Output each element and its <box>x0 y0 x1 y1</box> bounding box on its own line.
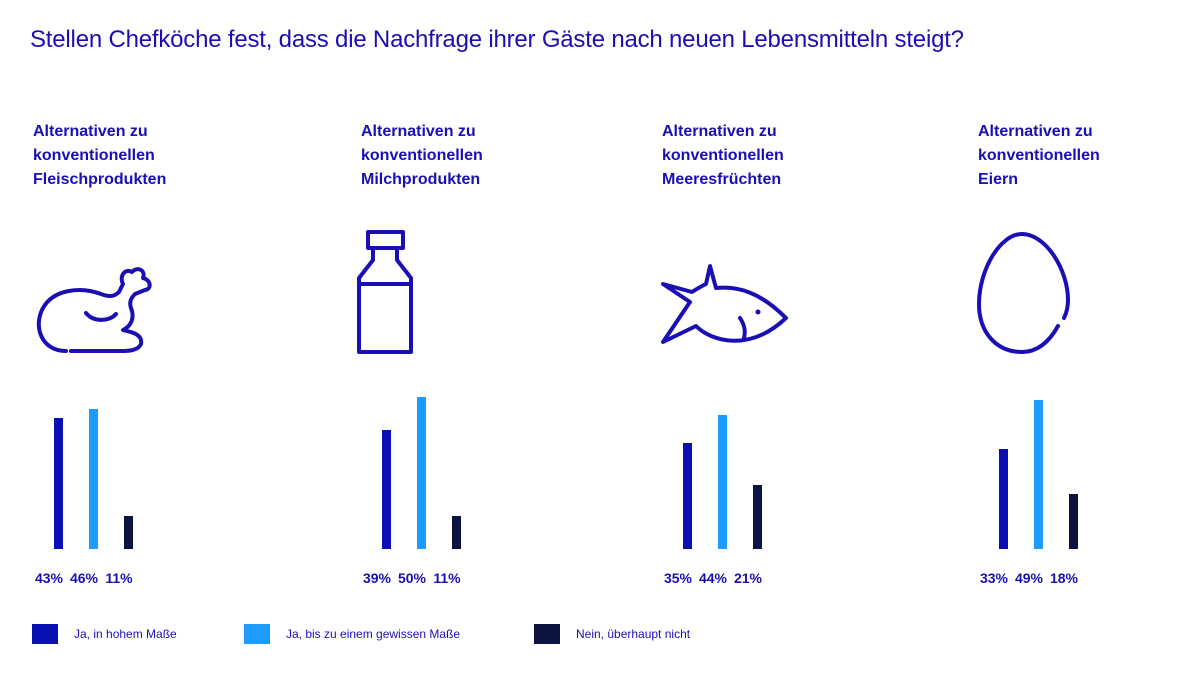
bar-group <box>361 390 561 580</box>
bar-high <box>999 448 1008 549</box>
chicken-icon <box>36 267 152 353</box>
group-meat: Alternativen zu konventionellen Fleischp… <box>33 120 293 600</box>
bar-group <box>662 390 862 580</box>
value-label: 49% <box>1014 570 1044 586</box>
value-label: 35% <box>663 570 693 586</box>
bar-group <box>978 390 1178 580</box>
value-label: 43% <box>34 570 64 586</box>
bar-high <box>54 418 63 549</box>
value-label: 33% <box>979 570 1009 586</box>
legend-item-some: Ja, bis zu einem gewissen Maße <box>244 624 460 644</box>
value-label: 11% <box>433 570 461 586</box>
value-label: 50% <box>397 570 427 586</box>
value-label: 46% <box>69 570 99 586</box>
bar-none <box>1069 494 1078 549</box>
value-label: 18% <box>1049 570 1079 586</box>
bar-some <box>417 397 426 549</box>
legend: Ja, in hohem Maße Ja, bis zu einem gewis… <box>32 624 1172 648</box>
bar-some <box>718 415 727 549</box>
value-label: 39% <box>362 570 392 586</box>
legend-swatch <box>534 624 560 644</box>
group-seafood: Alternativen zu konventionellen Meeresfr… <box>661 120 922 600</box>
legend-label: Nein, überhaupt nicht <box>576 627 691 641</box>
legend-swatch <box>244 624 270 644</box>
legend-label: Ja, in hohem Maße <box>74 627 177 641</box>
milk-bottle-icon <box>357 230 413 354</box>
chart-title: Stellen Chefköche fest, dass die Nachfra… <box>30 26 964 53</box>
group-eggs: Alternativen zu konventionellen Eiern 33… <box>976 120 1200 600</box>
bar-none <box>124 515 133 549</box>
legend-item-high: Ja, in hohem Maße <box>32 624 177 644</box>
value-label: 21% <box>733 570 763 586</box>
group-dairy: Alternativen zu konventionellen Milchpro… <box>357 120 621 600</box>
bar-high <box>382 430 391 549</box>
group-title: Alternativen zu konventionellen Meeresfr… <box>662 123 784 188</box>
fish-icon <box>661 264 788 344</box>
bar-group <box>33 390 233 580</box>
group-title: Alternativen zu konventionellen Eiern <box>978 123 1100 188</box>
bar-none <box>753 485 762 549</box>
legend-item-none: Nein, überhaupt nicht <box>534 624 690 644</box>
group-title: Alternativen zu konventionellen Fleischp… <box>33 123 167 188</box>
bar-some <box>89 409 98 549</box>
legend-label: Ja, bis zu einem gewissen Maße <box>286 627 461 641</box>
legend-swatch <box>32 624 58 644</box>
group-title: Alternativen zu konventionellen Milchpro… <box>361 123 483 188</box>
value-label: 44% <box>698 570 728 586</box>
bar-high <box>683 442 692 549</box>
bar-some <box>1034 400 1043 549</box>
bar-none <box>452 515 461 549</box>
value-label: 11% <box>105 570 133 586</box>
egg-icon <box>976 231 1071 355</box>
